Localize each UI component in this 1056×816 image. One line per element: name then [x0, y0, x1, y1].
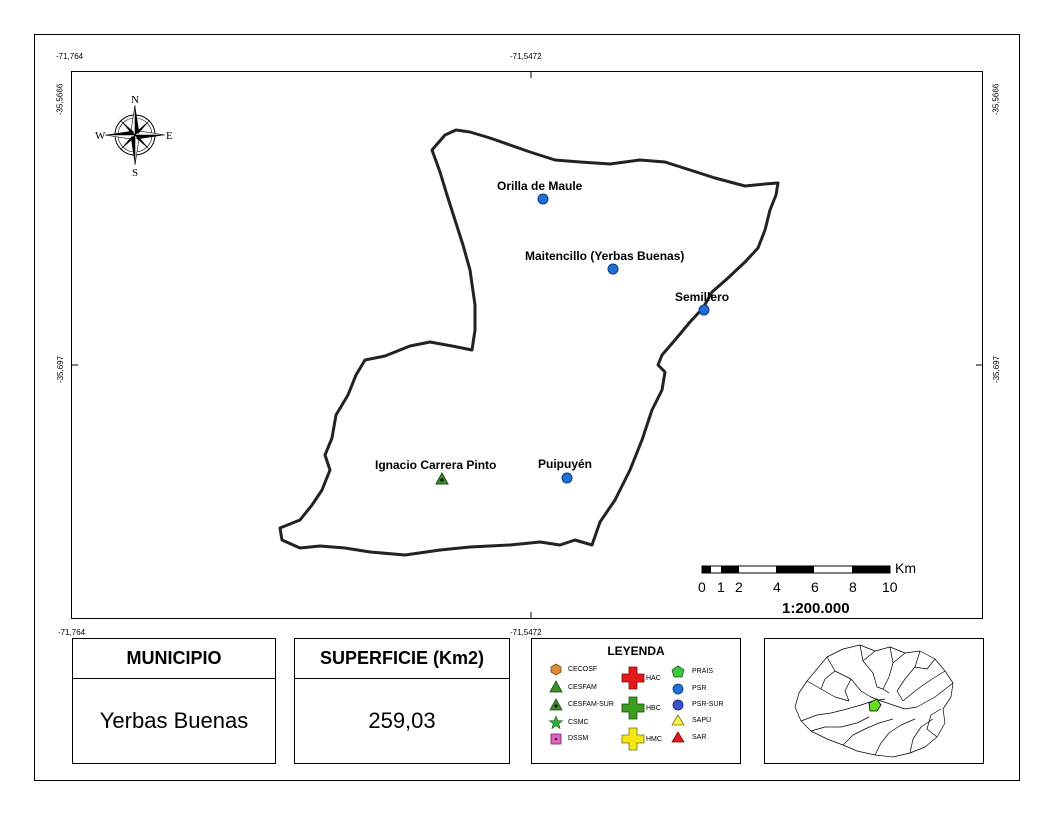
hmc-icon — [621, 727, 645, 751]
legend-box: LEYENDA CECOSF CESFAM CESFAM-SUR CSMC DS… — [531, 638, 741, 764]
scale-tick-3: 4 — [773, 579, 781, 595]
place-label-carrera-pinto: Ignacio Carrera Pinto — [375, 458, 496, 472]
legend-label-dssm: DSSM — [568, 735, 589, 742]
municipio-value: Yerbas Buenas — [99, 708, 249, 733]
place-label-puipuyen: Puipuyén — [538, 457, 592, 471]
psr-marker-orilla[interactable] — [537, 193, 549, 205]
scale-tick-2: 2 — [735, 579, 743, 595]
prais-icon — [671, 665, 685, 678]
compass-s: S — [132, 167, 138, 179]
superficie-title: SUPERFICIE (Km2) — [295, 639, 509, 679]
legend-symbols — [548, 663, 685, 751]
coord-bottom-left: -71,764 — [58, 628, 86, 637]
map-canvas: Orilla de Maule Maitencillo (Yerbas Buen… — [71, 71, 983, 619]
legend-label-psr-sur: PSR-SUR — [692, 701, 724, 708]
inset-highlight-yerbas-buenas — [868, 698, 882, 712]
csmc-icon — [548, 715, 564, 730]
superficie-box: SUPERFICIE (Km2) 259,03 — [294, 638, 510, 764]
legend-label-cecosf: CECOSF — [568, 666, 598, 673]
scale-ratio: 1:200.000 — [782, 600, 850, 617]
sar-icon — [671, 731, 685, 743]
dssm-icon — [550, 733, 562, 745]
coord-top-left: -71,764 — [56, 52, 84, 61]
map-layout-frame — [34, 34, 1020, 781]
north-arrow-icon: N S E W — [95, 94, 173, 179]
coord-left-mid: -35,697 — [56, 355, 66, 384]
legend-label-csmc: CSMC — [568, 719, 589, 726]
hbc-icon — [621, 696, 645, 720]
coord-right-top: -35,5666 — [991, 83, 1001, 116]
hac-icon — [621, 666, 645, 690]
scale-tick-0: 0 — [698, 579, 706, 595]
cecosf-icon — [550, 663, 562, 676]
scale-bar — [701, 565, 891, 574]
sapu-icon — [671, 714, 685, 726]
scale-tick-4: 6 — [811, 579, 819, 595]
municipality-boundary — [278, 128, 780, 557]
scale-tick-1: 1 — [717, 579, 725, 595]
main-map: Orilla de Maule Maitencillo (Yerbas Buen… — [71, 71, 983, 619]
legend-title: LEYENDA — [607, 644, 665, 658]
place-label-maitencillo: Maitencillo (Yerbas Buenas) — [525, 249, 684, 263]
legend-label-sapu: SAPU — [692, 717, 712, 724]
psr-marker-maitencillo[interactable] — [607, 263, 619, 275]
scale-unit: Km — [895, 560, 916, 576]
legend-label-sar: SAR — [692, 734, 707, 741]
place-label-semillero: Semillero — [675, 290, 729, 304]
legend-label-cesfam: CESFAM — [568, 684, 597, 691]
psr-marker-semillero[interactable] — [698, 304, 710, 316]
cesfam-icon — [549, 680, 563, 693]
compass-w: W — [95, 130, 106, 142]
coord-bottom-center: -71,5472 — [510, 628, 542, 637]
inset-region-map — [794, 644, 954, 758]
cesfam-sur-icon — [549, 698, 563, 711]
compass-n: N — [131, 94, 139, 106]
scale-tick-6: 10 — [882, 579, 898, 595]
legend-label-cesfam-sur: CESFAM-SUR — [568, 701, 614, 708]
legend-label-hmc: HMC — [646, 736, 662, 743]
coord-left-top: -35,5666 — [55, 83, 65, 116]
municipio-box: MUNICIPIO Yerbas Buenas — [72, 638, 276, 764]
legend-label-psr: PSR — [692, 685, 707, 692]
cesfam-sur-marker[interactable] — [435, 471, 449, 485]
superficie-value: 259,03 — [368, 708, 436, 733]
inset-map — [764, 638, 984, 764]
legend-label-prais: PRAIS — [692, 668, 714, 675]
scale-tick-5: 8 — [849, 579, 857, 595]
psr-icon — [672, 683, 684, 695]
municipio-title: MUNICIPIO — [73, 639, 275, 679]
legend-label-hbc: HBC — [646, 705, 661, 712]
place-label-orilla: Orilla de Maule — [497, 179, 583, 193]
psr-marker-puipuyen[interactable] — [561, 472, 573, 484]
coord-right-mid: -35,697 — [992, 355, 1002, 384]
coord-top-center: -71,5472 — [510, 52, 542, 61]
psr-sur-icon — [672, 699, 684, 711]
legend-label-hac: HAC — [646, 675, 661, 682]
compass-e: E — [166, 130, 173, 142]
